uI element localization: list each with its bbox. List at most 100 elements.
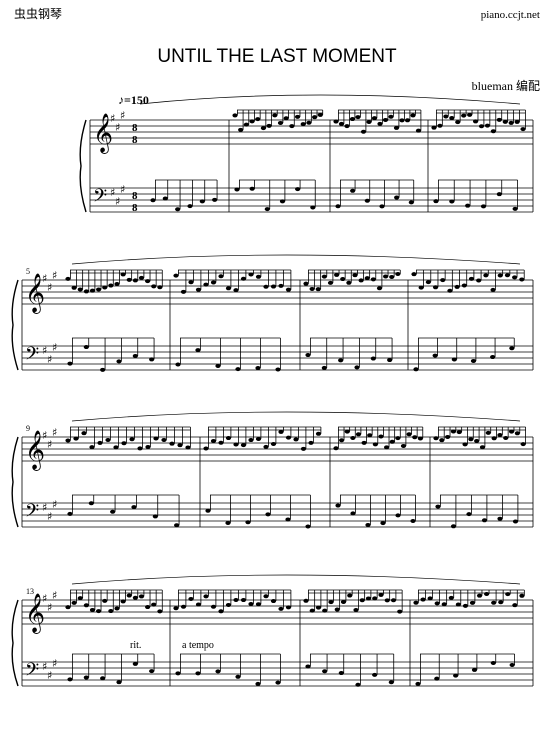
bass-note <box>215 363 221 368</box>
note-head <box>349 117 356 122</box>
note-head <box>504 273 511 278</box>
note-head <box>114 606 120 611</box>
note-head <box>293 437 299 442</box>
note-head <box>225 286 232 291</box>
key-sharp: ♯ <box>47 353 52 366</box>
bass-note <box>100 367 106 372</box>
note-head <box>508 120 514 125</box>
note-head <box>270 284 277 289</box>
bass-note <box>305 524 311 529</box>
bass-note <box>449 199 455 204</box>
bass-note <box>434 676 440 681</box>
note-head <box>431 125 437 130</box>
note-head <box>151 602 157 607</box>
key-sharp: ♯ <box>120 109 125 122</box>
note-head <box>248 438 254 443</box>
site-left: 虫虫钢琴 <box>14 7 62 21</box>
note-head <box>102 285 108 290</box>
note-head <box>366 120 372 125</box>
bass-note <box>395 513 401 518</box>
note-head <box>456 430 462 435</box>
bass-note <box>470 358 477 363</box>
note-head <box>260 126 267 131</box>
note-head <box>173 606 179 611</box>
bass-note <box>481 518 488 523</box>
note-head <box>377 121 383 126</box>
bass-note <box>338 671 344 676</box>
bass-note <box>480 204 487 209</box>
note-head <box>418 285 424 290</box>
note-head <box>448 595 454 600</box>
key-sharp: ♯ <box>52 498 57 511</box>
bass-note <box>234 187 240 192</box>
note-head <box>440 278 446 283</box>
note-head <box>210 280 217 285</box>
note-head <box>340 277 346 282</box>
bass-note <box>255 366 261 371</box>
note-head <box>412 435 418 440</box>
slur <box>71 574 521 585</box>
note-head <box>439 438 445 443</box>
note-head <box>153 436 159 441</box>
bass-note <box>490 355 496 360</box>
note-head <box>384 598 390 603</box>
note-head <box>361 440 367 445</box>
note-head <box>145 444 151 449</box>
bass-note <box>432 353 438 358</box>
key-sharp: ♯ <box>115 195 120 208</box>
note-head <box>352 273 358 278</box>
note-head <box>519 593 525 598</box>
bass-note <box>116 680 122 685</box>
note-head <box>328 600 334 605</box>
note-head <box>399 118 405 123</box>
bass-note <box>279 199 286 204</box>
bass-note <box>195 348 201 353</box>
note-head <box>278 429 284 434</box>
note-head <box>240 443 247 448</box>
bass-note <box>249 186 255 191</box>
key-sharp: ♯ <box>47 601 52 614</box>
note-head <box>415 128 422 133</box>
bass-note <box>496 192 502 197</box>
note-head <box>447 288 453 293</box>
bass-note <box>335 204 341 209</box>
note-head <box>404 118 411 123</box>
note-head <box>358 278 364 283</box>
bass-note <box>100 676 106 681</box>
note-head <box>270 599 277 604</box>
bass-note <box>205 508 211 513</box>
note-head <box>138 275 145 280</box>
note-head <box>334 607 340 612</box>
bass-note <box>132 353 138 358</box>
bass-note <box>335 503 341 508</box>
note-head <box>347 593 353 598</box>
note-head <box>145 279 151 284</box>
note-head <box>478 124 485 129</box>
note-head <box>502 119 508 124</box>
note-head <box>334 272 340 277</box>
note-head <box>96 609 102 614</box>
note-head <box>263 444 269 449</box>
bass-note <box>321 365 327 370</box>
bass-note <box>265 512 271 517</box>
bass-note <box>67 361 73 366</box>
bass-note <box>67 677 73 682</box>
bass-note <box>512 206 518 211</box>
note-head <box>188 280 194 285</box>
treble-clef: 𝄞 <box>93 113 113 154</box>
note-head <box>77 287 83 292</box>
note-head <box>248 602 254 607</box>
bass-note <box>175 207 181 212</box>
note-head <box>413 600 419 605</box>
bass-note <box>433 199 439 204</box>
note-head <box>406 432 412 437</box>
note-head <box>233 288 239 293</box>
bass-note <box>195 671 201 676</box>
note-head <box>411 272 417 277</box>
note-head <box>255 117 261 122</box>
note-head <box>491 436 497 441</box>
brace <box>11 279 19 371</box>
note-head <box>89 288 96 293</box>
note-head <box>468 437 474 442</box>
